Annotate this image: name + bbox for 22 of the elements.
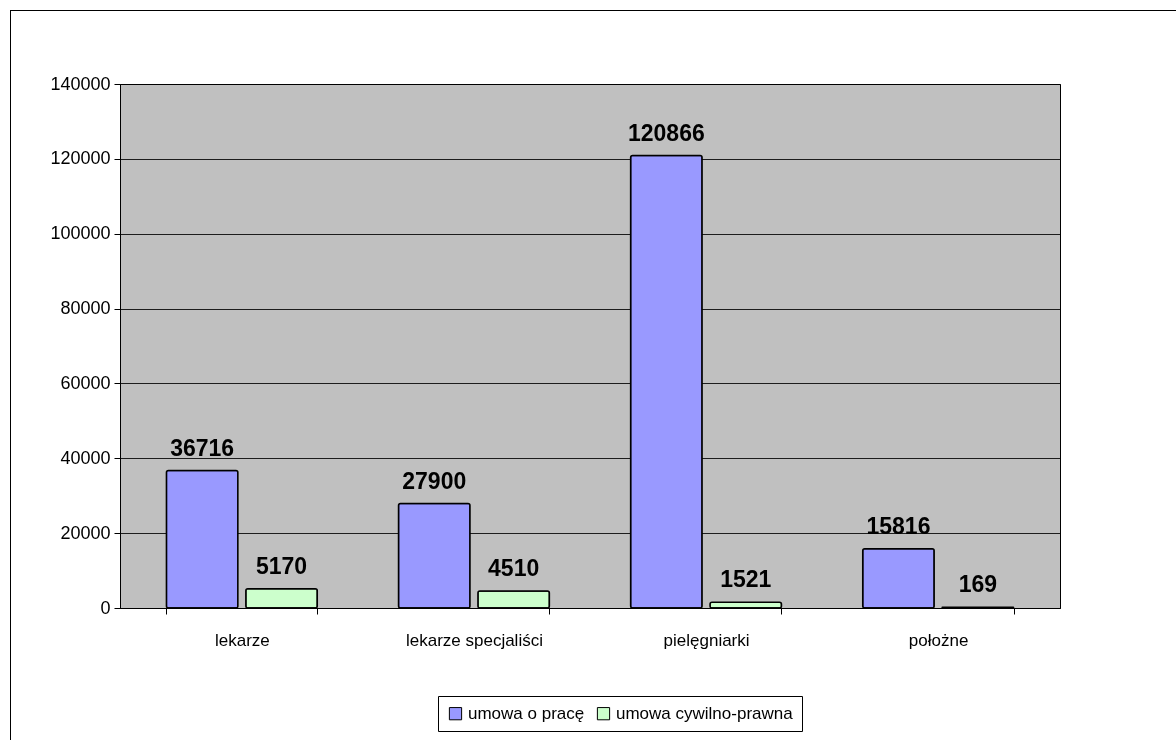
x-tick-label: położne bbox=[908, 630, 969, 650]
data-label: 4510 bbox=[488, 555, 540, 582]
y-tick-label: 20000 bbox=[60, 522, 111, 543]
data-label: 15816 bbox=[866, 512, 931, 539]
data-label: 1521 bbox=[720, 566, 772, 593]
data-label: 169 bbox=[958, 571, 998, 598]
data-label: 27900 bbox=[402, 467, 467, 494]
data-label: 120866 bbox=[627, 119, 705, 146]
data-label: 36716 bbox=[170, 434, 235, 461]
y-tick-label: 40000 bbox=[60, 447, 111, 468]
data-label: 5170 bbox=[255, 552, 308, 579]
y-tick-label: 140000 bbox=[50, 73, 111, 94]
legend-label: umowa cywilno-prawna bbox=[616, 703, 794, 723]
y-tick-label: 120000 bbox=[50, 148, 111, 169]
legend-label: umowa o pracę bbox=[468, 703, 585, 723]
x-tick-label: lekarze specjaliści bbox=[405, 630, 543, 650]
y-tick-label: 80000 bbox=[60, 298, 111, 319]
y-tick-label: 100000 bbox=[50, 223, 111, 244]
x-tick-label: pielęgniarki bbox=[663, 630, 750, 650]
x-tick-label: lekarze bbox=[214, 630, 270, 650]
y-tick-label: 60000 bbox=[60, 372, 111, 393]
y-tick-label: 0 bbox=[100, 597, 111, 618]
